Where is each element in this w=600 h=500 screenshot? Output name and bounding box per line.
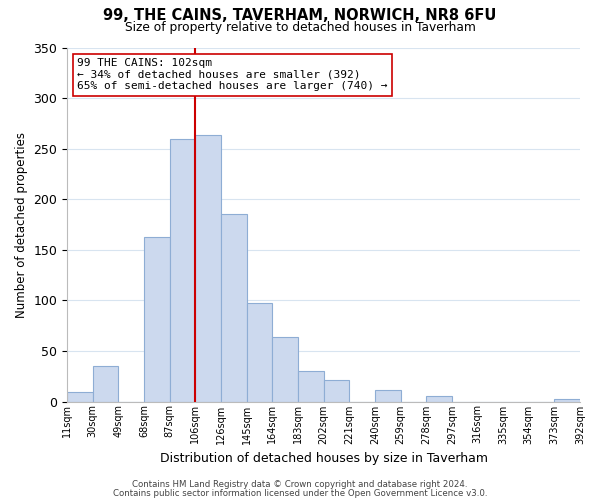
Text: Size of property relative to detached houses in Taverham: Size of property relative to detached ho… <box>125 21 475 34</box>
Bar <box>375 390 401 402</box>
Bar <box>67 392 93 402</box>
Bar <box>426 396 452 402</box>
Text: 99 THE CAINS: 102sqm
← 34% of detached houses are smaller (392)
65% of semi-deta: 99 THE CAINS: 102sqm ← 34% of detached h… <box>77 58 388 92</box>
Text: 99, THE CAINS, TAVERHAM, NORWICH, NR8 6FU: 99, THE CAINS, TAVERHAM, NORWICH, NR8 6F… <box>103 8 497 22</box>
Bar <box>323 380 349 402</box>
Y-axis label: Number of detached properties: Number of detached properties <box>15 132 28 318</box>
Bar <box>221 214 247 402</box>
Text: Contains public sector information licensed under the Open Government Licence v3: Contains public sector information licen… <box>113 488 487 498</box>
Bar <box>93 366 118 402</box>
Bar <box>247 304 272 402</box>
X-axis label: Distribution of detached houses by size in Taverham: Distribution of detached houses by size … <box>160 452 488 465</box>
Bar <box>554 400 580 402</box>
Bar <box>272 337 298 402</box>
Bar <box>170 138 196 402</box>
Text: Contains HM Land Registry data © Crown copyright and database right 2024.: Contains HM Land Registry data © Crown c… <box>132 480 468 489</box>
Bar <box>298 371 323 402</box>
Bar <box>196 136 221 402</box>
Bar <box>144 236 170 402</box>
